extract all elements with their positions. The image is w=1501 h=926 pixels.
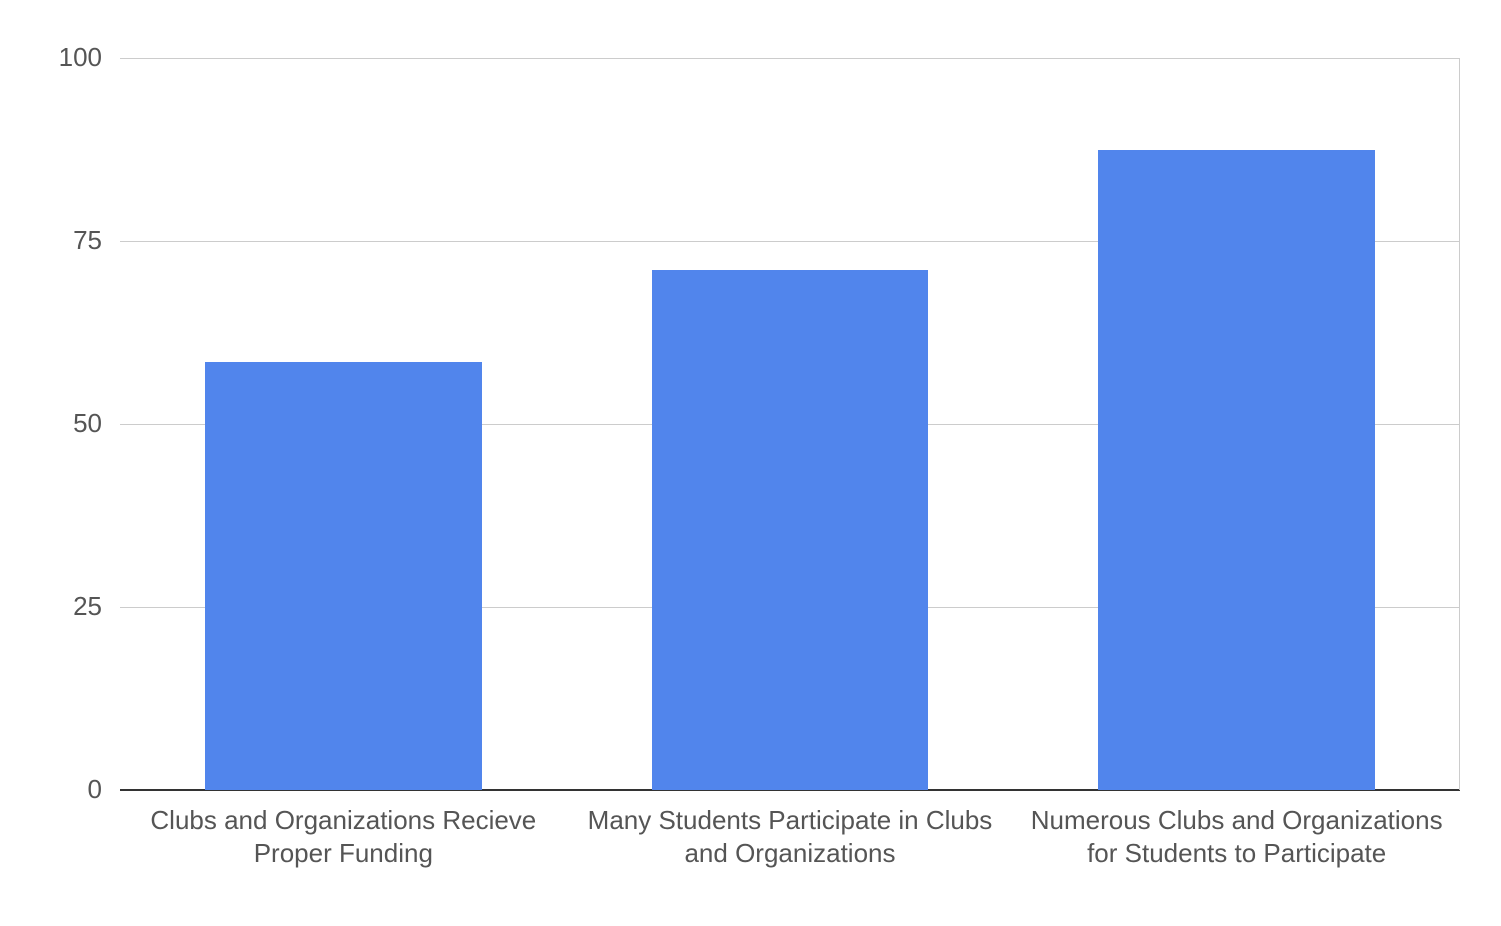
bar	[205, 362, 482, 790]
plot-right-border	[1459, 58, 1460, 790]
x-tick-label: Many Students Participate in Clubs and O…	[567, 804, 1014, 869]
x-tick-label: Clubs and Organizations Recieve Proper F…	[120, 804, 567, 869]
plot-area: 0255075100Clubs and Organizations Reciev…	[120, 58, 1460, 790]
y-tick-label: 0	[0, 774, 102, 805]
bar	[1098, 150, 1375, 791]
y-tick-label: 25	[0, 591, 102, 622]
y-tick-label: 100	[0, 42, 102, 73]
y-tick-label: 75	[0, 225, 102, 256]
bar	[652, 270, 929, 790]
bar-chart: 0 25 50 75 100 Clubs and Organizations Reciev…	[0, 0, 1501, 926]
x-tick-label: Numerous Clubs and Organizations for Stu…	[1013, 804, 1460, 869]
y-tick-label: 50	[0, 408, 102, 439]
gridline	[120, 58, 1460, 59]
